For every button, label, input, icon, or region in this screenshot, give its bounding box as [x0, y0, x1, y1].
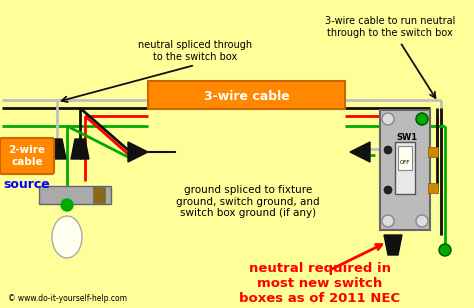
Bar [395, 142, 415, 194]
Polygon shape [350, 142, 370, 162]
Bar [398, 146, 412, 170]
Bar [428, 183, 438, 193]
Ellipse shape [52, 216, 82, 258]
Circle shape [382, 215, 394, 227]
Circle shape [61, 199, 73, 211]
Bar [148, 81, 345, 109]
Text: ground spliced to fixture
ground, switch ground, and
switch box ground (if any): ground spliced to fixture ground, switch… [176, 185, 320, 218]
Circle shape [384, 186, 392, 194]
Bar [93, 187, 105, 203]
Text: source: source [4, 177, 50, 191]
Bar [39, 186, 111, 204]
Circle shape [416, 113, 428, 125]
Text: OFF: OFF [400, 160, 410, 164]
Polygon shape [48, 139, 66, 159]
Polygon shape [384, 235, 402, 255]
Text: neutral spliced through
to the switch box: neutral spliced through to the switch bo… [138, 40, 252, 62]
Text: 3-wire cable to run neutral
through to the switch box: 3-wire cable to run neutral through to t… [325, 16, 455, 38]
FancyBboxPatch shape [0, 138, 54, 174]
Text: 2-wire
cable: 2-wire cable [9, 145, 46, 167]
Circle shape [416, 215, 428, 227]
Text: neutral required in
most new switch
boxes as of 2011 NEC: neutral required in most new switch boxe… [239, 262, 401, 305]
Circle shape [439, 244, 451, 256]
Bar [380, 110, 430, 230]
Polygon shape [128, 142, 148, 162]
Text: SW1: SW1 [396, 133, 418, 143]
Text: © www.do-it-yourself-help.com: © www.do-it-yourself-help.com [8, 294, 127, 303]
Circle shape [382, 113, 394, 125]
Circle shape [416, 113, 428, 125]
Polygon shape [71, 139, 89, 159]
Text: 3-wire cable: 3-wire cable [204, 90, 289, 103]
Circle shape [384, 146, 392, 154]
Bar [428, 147, 438, 157]
